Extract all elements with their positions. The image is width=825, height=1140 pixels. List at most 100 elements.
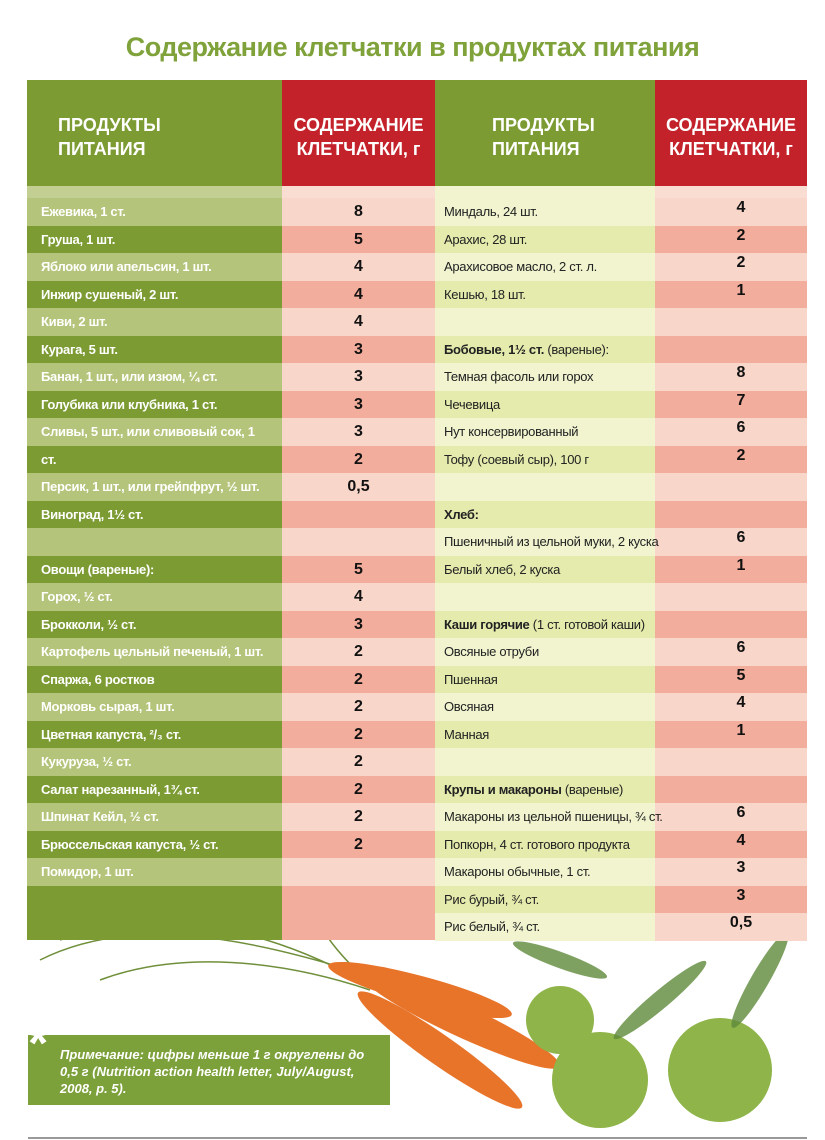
fiber-value: 6	[736, 804, 746, 821]
row-cell	[435, 775, 655, 804]
fiber-value: 2	[354, 780, 363, 798]
product-label: Банан, 1 шт., или изюм, ¼ ст.	[41, 369, 218, 384]
fiber-value: 4	[354, 313, 363, 330]
row-cell	[27, 638, 282, 666]
row-cell	[435, 390, 655, 419]
product-label: Макароны обычные, 1 ст.	[444, 864, 591, 879]
product-label: Макароны из цельной пшеницы, ¾ ст.	[444, 809, 663, 824]
row-cell	[655, 803, 807, 831]
row-cell	[282, 638, 435, 666]
row-cell	[655, 610, 807, 639]
product-label: Груша, 1 шт.	[41, 231, 116, 247]
product-label: Темная фасоль или горох	[444, 369, 594, 384]
row-cell	[435, 720, 655, 749]
row-cell	[282, 500, 435, 529]
row-cell	[282, 775, 435, 804]
spacer	[27, 186, 282, 198]
fiber-value: 2	[736, 254, 746, 271]
fiber-value: 2	[736, 226, 746, 244]
row-cell	[435, 445, 655, 474]
fiber-value: 2	[354, 698, 363, 715]
row-cell	[655, 473, 807, 501]
fiber-value: 2	[354, 835, 363, 853]
row-cell	[435, 803, 655, 831]
vegetable-illustration	[28, 889, 807, 1139]
fiber-value: 0,5	[729, 914, 753, 931]
header-cell	[282, 80, 435, 186]
row-cell	[282, 583, 435, 611]
row-cell	[655, 363, 807, 391]
fiber-value: 4	[736, 199, 746, 216]
row-cell	[27, 308, 282, 336]
product-label: Помидор, 1 шт.	[41, 864, 134, 879]
row-cell	[435, 418, 655, 446]
fiber-value: 1	[736, 721, 746, 739]
row-cell	[655, 528, 807, 556]
product-label: Арахисовое масло, 2 ст. л.	[444, 259, 597, 274]
product-label: Рис белый, ¾ ст.	[444, 919, 540, 934]
row-cell	[27, 253, 282, 281]
row-cell	[655, 500, 807, 529]
row-cell	[655, 555, 807, 584]
row-cell	[655, 693, 807, 721]
row-cell	[282, 363, 435, 391]
product-label: Горох, ½ ст.	[41, 589, 113, 604]
product-label: Виноград, 1½ ст.	[41, 506, 144, 522]
row-cell	[655, 225, 807, 254]
product-label: Сливы, 5 шт., или сливовый сок, 1	[41, 424, 255, 439]
row-cell	[282, 830, 435, 859]
header-cell	[27, 80, 282, 186]
fiber-value: 8	[354, 203, 363, 220]
row-cell	[655, 913, 807, 941]
header-text: СОДЕРЖАНИЕ КЛЕТЧАТКИ, г	[293, 115, 424, 159]
row-cell	[435, 913, 655, 941]
row-cell	[27, 665, 282, 694]
product-label: Тофу (соевый сыр), 100 г	[444, 451, 589, 467]
fiber-value: 2	[354, 725, 363, 743]
product-label: Овсяная	[444, 699, 494, 714]
heading-text: Бобовые, 1½ ст.	[444, 341, 545, 357]
row-cell	[282, 335, 435, 364]
row-cell	[27, 610, 282, 639]
heading-note: (1 ст. готовой каши)	[532, 616, 645, 632]
row-cell	[435, 858, 655, 886]
row-cell	[435, 308, 655, 336]
fiber-value: 3	[354, 395, 363, 413]
product-label: Салат нарезанный, 1¾ ст.	[41, 781, 200, 797]
row-cell	[655, 198, 807, 226]
fiber-value: 5	[354, 560, 363, 578]
row-cell	[282, 885, 435, 940]
product-label: Арахис, 28 шт.	[444, 231, 528, 247]
row-cell	[655, 748, 807, 776]
section-heading: Каши горячие (1 ст. готовой каши)	[444, 611, 645, 638]
fiber-value: 1	[736, 556, 746, 574]
row-cell	[435, 555, 655, 584]
row-cell	[435, 748, 655, 776]
row-cell	[27, 335, 282, 364]
row-cell	[27, 830, 282, 859]
row-cell	[27, 528, 282, 556]
product-label: Цветная капуста, ²/₃ ст.	[41, 726, 181, 742]
row-cell	[282, 858, 435, 886]
row-cell	[655, 445, 807, 474]
product-label: Пшеничный из цельной муки, 2 куска	[444, 534, 659, 549]
fiber-value: 4	[736, 694, 746, 711]
fiber-value: 4	[354, 285, 363, 303]
row-cell	[655, 253, 807, 281]
row-cell	[27, 720, 282, 749]
fiber-value: 3	[354, 423, 363, 440]
row-cell	[435, 225, 655, 254]
product-label: Яблоко или апельсин, 1 шт.	[41, 259, 212, 274]
row-cell	[27, 583, 282, 611]
row-cell	[655, 280, 807, 309]
product-label: Спаржа, 6 ростков	[41, 671, 155, 687]
row-cell	[435, 610, 655, 639]
fiber-value: 8	[736, 364, 746, 381]
row-cell	[282, 473, 435, 501]
fiber-value: 7	[736, 391, 746, 409]
row-cell	[435, 693, 655, 721]
row-cell	[435, 500, 655, 529]
row-cell	[655, 390, 807, 419]
row-cell	[435, 253, 655, 281]
